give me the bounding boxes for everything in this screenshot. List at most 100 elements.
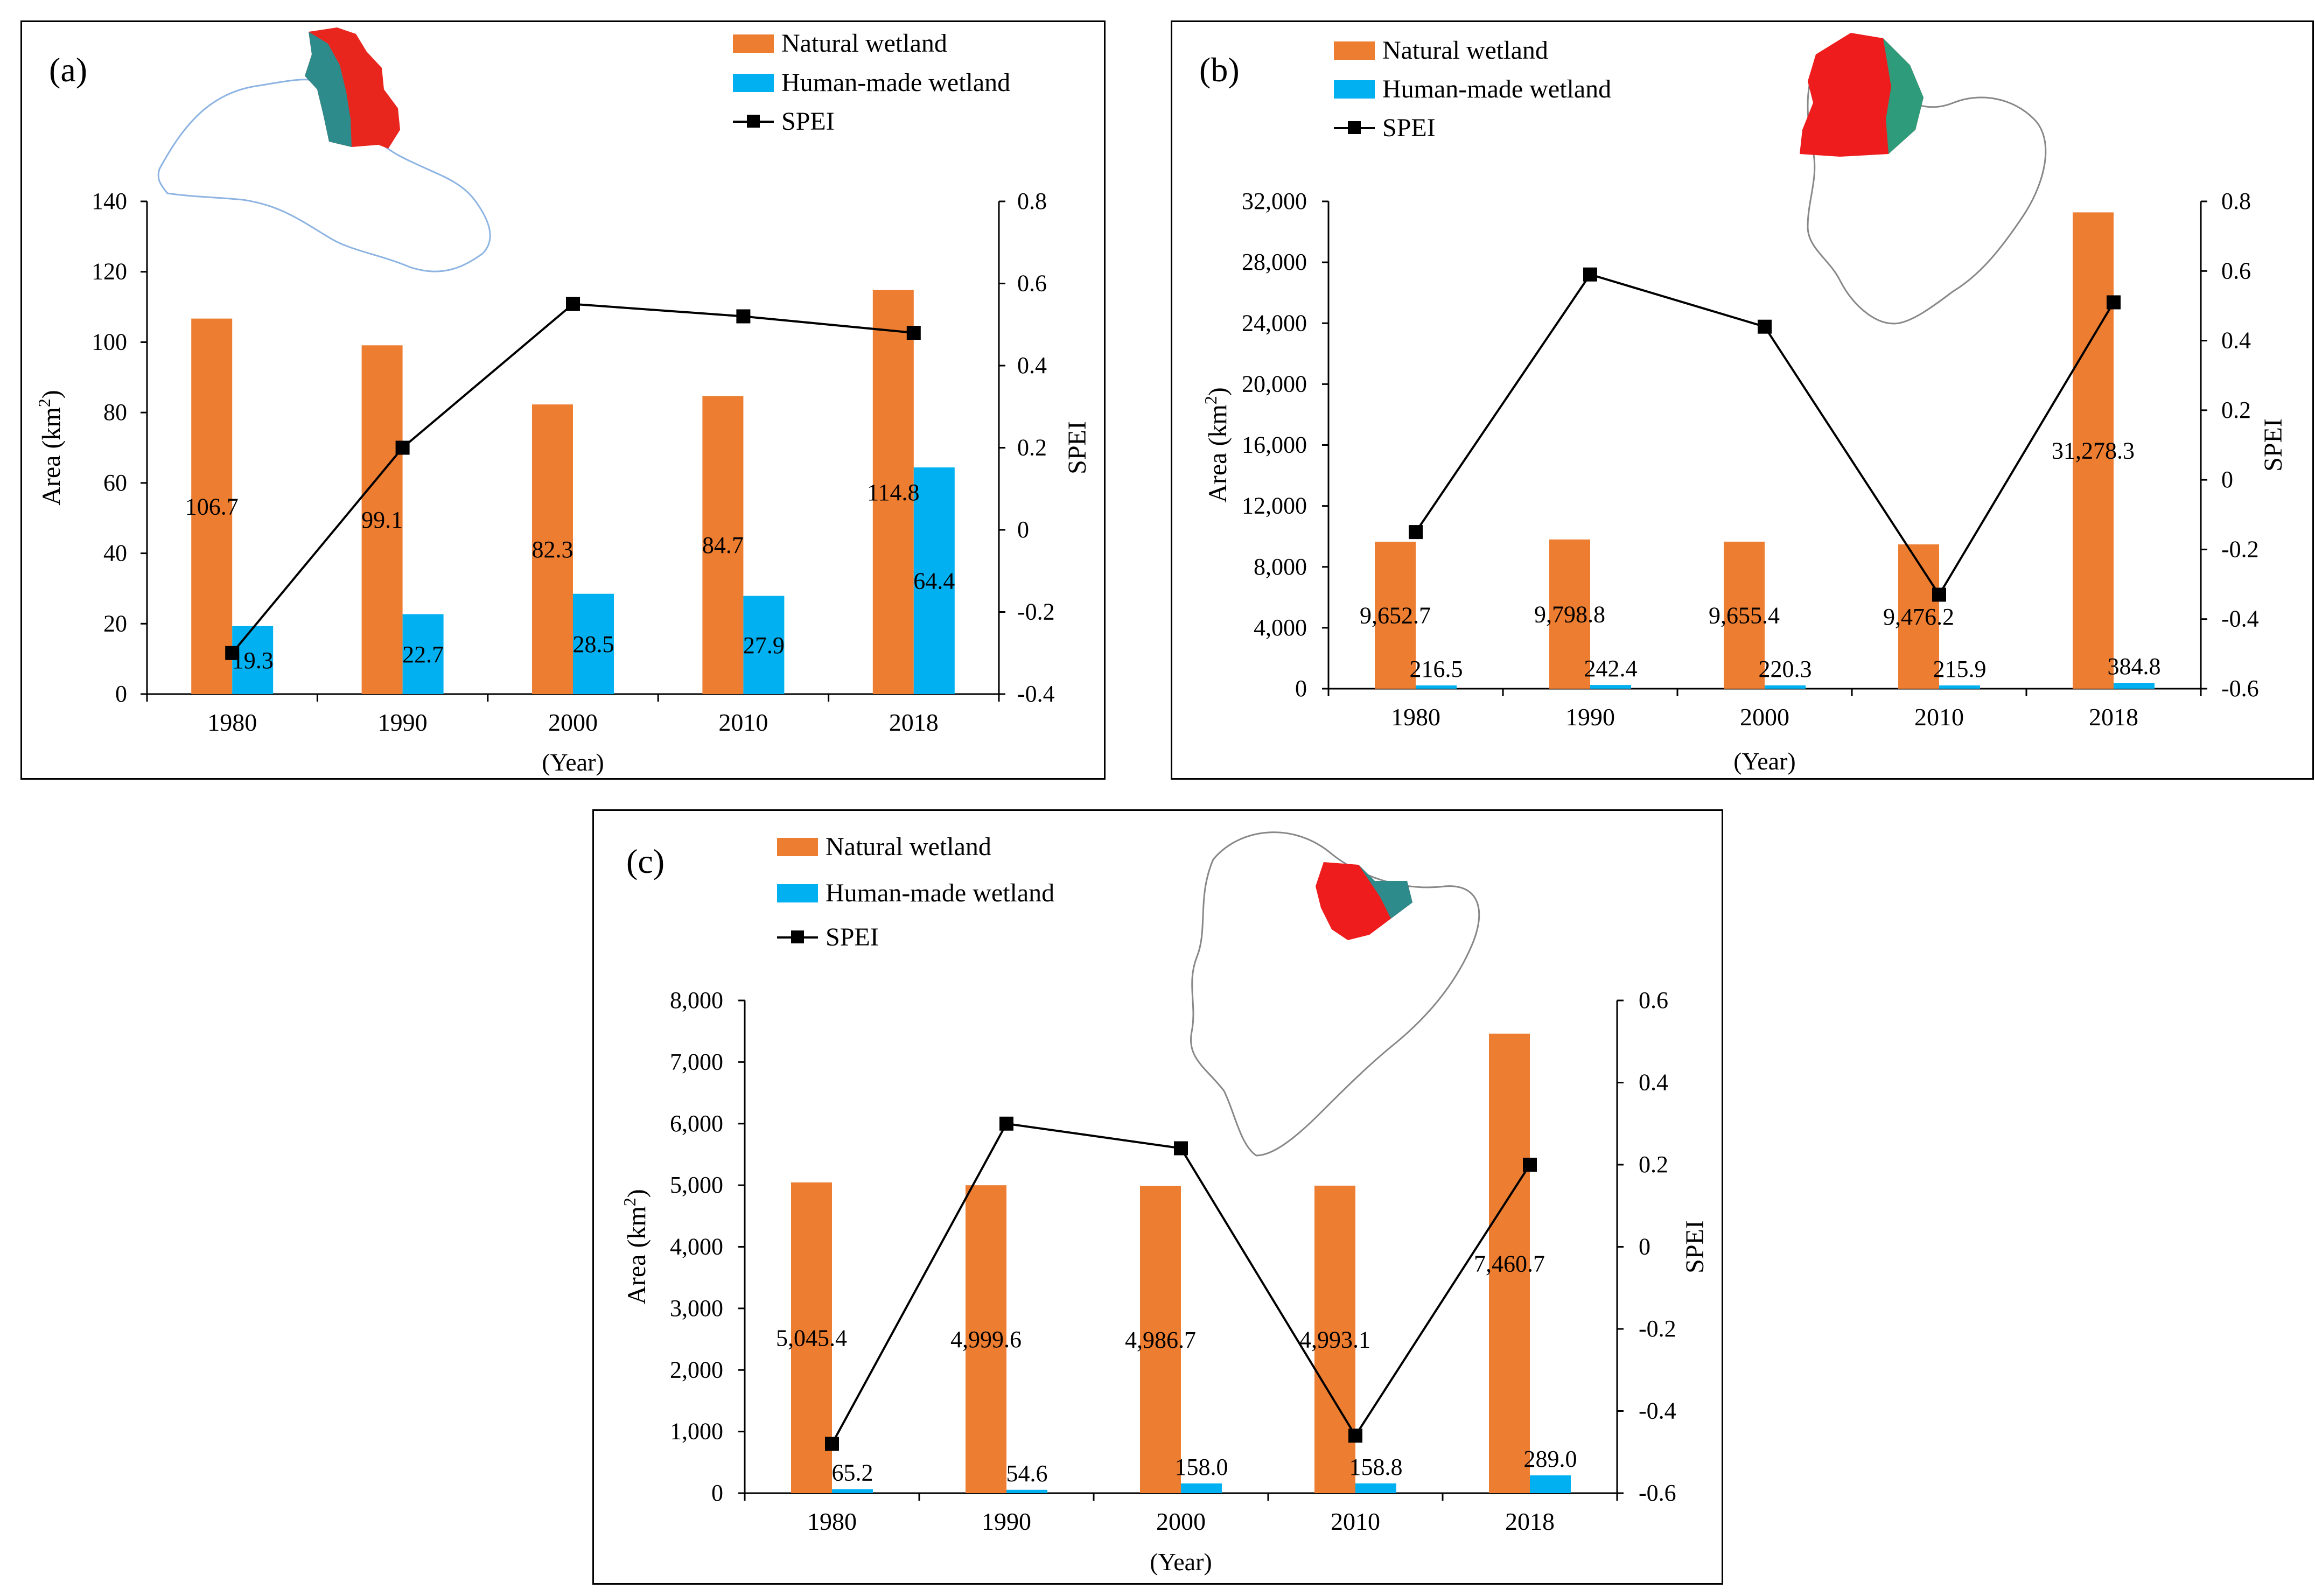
natural-wetland-data-label: 7,460.7	[1474, 1250, 1545, 1277]
y2-tick-label: -0.4	[1017, 681, 1055, 707]
legend-swatch-human	[777, 884, 818, 902]
y-axis-title-end: )	[623, 1189, 651, 1198]
x-axis-title: (Year)	[542, 748, 604, 776]
y2-tick-label: -0.2	[2221, 536, 2259, 562]
natural-wetland-data-label: 114.8	[867, 479, 919, 506]
legend-swatch-natural	[777, 838, 818, 856]
legend-swatch-spei-marker	[1348, 121, 1361, 134]
legend-label-spei: SPEI	[1382, 114, 1436, 142]
human-made-wetland-bar	[1181, 1483, 1222, 1493]
x-tick-label: 1990	[378, 709, 428, 736]
y-tick-label: 16,000	[1242, 432, 1307, 458]
legend-label-natural: Natural wetland	[1382, 36, 1548, 65]
y-tick-label: 1,000	[670, 1418, 723, 1445]
natural-wetland-bar	[872, 290, 914, 694]
y2-axis-title: SPEI	[2259, 418, 2288, 472]
legend-swatch-spei-marker	[791, 930, 804, 943]
y-axis-title-main: Area (km	[623, 1206, 651, 1305]
x-tick-label: 2018	[889, 709, 939, 736]
natural-wetland-bar	[532, 404, 573, 694]
natural-wetland-bar	[1898, 544, 1939, 689]
x-tick-label: 2018	[2089, 703, 2138, 731]
y-tick-label: 120	[92, 258, 127, 285]
spei-marker	[1583, 267, 1597, 282]
spei-marker	[225, 646, 240, 660]
human-made-wetland-data-label: 220.3	[1759, 656, 1812, 682]
human-made-wetland-bar	[743, 596, 785, 694]
human-made-wetland-data-label: 384.8	[2108, 653, 2161, 680]
chart-b-svg: (b) 0 4,000 8,000 12,000 16,000 20,000 24,000 28…	[1199, 33, 2288, 775]
legend-label-spei: SPEI	[781, 107, 835, 136]
y2-tick-label: -0.6	[1639, 1480, 1676, 1506]
natural-wetland-data-label: 82.3	[532, 536, 573, 563]
legend-swatch-human	[733, 74, 774, 92]
x-tick-label: 2010	[1331, 1508, 1380, 1535]
human-made-wetland-bar	[1590, 685, 1631, 689]
legend-label-natural: Natural wetland	[826, 832, 991, 861]
y2-tick-label: -0.4	[1639, 1398, 1676, 1424]
spei-marker	[1409, 525, 1423, 540]
human-made-wetland-bar	[1939, 685, 1980, 689]
natural-wetland-data-label: 9,655.4	[1709, 602, 1780, 628]
human-made-wetland-bar	[573, 593, 614, 694]
y-tick-label: 28,000	[1242, 249, 1307, 275]
y2-tick-label: 0.8	[2221, 188, 2251, 214]
natural-wetland-data-label: 106.7	[185, 493, 239, 520]
human-made-wetland-data-label: 215.9	[1933, 656, 1987, 682]
spei-marker	[1932, 587, 1946, 602]
y-axis-title: Area (km2)	[620, 1189, 651, 1305]
region-outline-map	[157, 79, 491, 272]
human-made-wetland-data-label: 289.0	[1524, 1446, 1577, 1472]
y-axis-title-main: Area (km	[37, 407, 66, 506]
y2-tick-label: 0.6	[2221, 257, 2251, 284]
natural-wetland-data-label: 9,652.7	[1360, 603, 1431, 629]
study-area-map-shading	[305, 32, 352, 147]
y-tick-label: 5,000	[670, 1172, 723, 1198]
y2-axis-title: SPEI	[1063, 421, 1092, 474]
y2-tick-label: 0	[2221, 466, 2233, 493]
legend-label-spei: SPEI	[826, 923, 879, 951]
y-tick-label: 2,000	[670, 1356, 723, 1383]
panel-label: (b)	[1199, 51, 1240, 89]
natural-wetland-data-label: 9,476.2	[1883, 604, 1954, 630]
y-tick-label: 140	[92, 188, 127, 214]
chart-panel-c: (c) 0 1,000 2,000 3,000 4,000 5,000 6,000 7,000 8…	[592, 809, 1723, 1585]
legend-swatch-natural	[733, 34, 774, 53]
y-tick-label: 0	[1295, 675, 1307, 702]
x-axis-title: (Year)	[1733, 747, 1795, 775]
y2-tick-label: 0.8	[1017, 188, 1047, 214]
y-tick-label: 3,000	[670, 1295, 723, 1321]
y-tick-label: 20,000	[1242, 370, 1307, 397]
human-made-wetland-bar	[913, 467, 955, 694]
y2-axis-title: SPEI	[1681, 1220, 1709, 1273]
x-tick-label: 1980	[207, 709, 257, 736]
human-made-wetland-bar	[1006, 1489, 1047, 1493]
chart-a-svg: (a) 0 20 40 60 80 100 120 140 -0.4 -0.2 0 0.2 0.4 0.6 0…	[34, 27, 1092, 776]
natural-wetland-bar	[702, 396, 744, 694]
human-made-wetland-data-label: 216.5	[1410, 656, 1463, 682]
spei-marker	[906, 326, 921, 340]
y-tick-label: 12,000	[1242, 493, 1307, 519]
y-axis-title: Area (km2)	[1201, 387, 1232, 503]
human-made-wetland-bar	[1416, 685, 1457, 689]
y-tick-label: 80	[103, 399, 127, 425]
y-axis-title-main: Area (km	[1204, 404, 1232, 503]
natural-wetland-bar	[2073, 212, 2114, 689]
x-tick-label: 2018	[1505, 1508, 1555, 1535]
human-made-wetland-data-label: 65.2	[832, 1460, 873, 1486]
natural-wetland-bar	[966, 1185, 1006, 1493]
spei-marker	[1348, 1429, 1362, 1443]
y-axis-title-superscript: 2	[1201, 396, 1220, 404]
natural-wetland-bar	[1140, 1186, 1181, 1493]
y-tick-label: 8,000	[670, 987, 723, 1013]
human-made-wetland-bar	[1530, 1475, 1571, 1493]
legend-swatch-natural	[1334, 41, 1375, 60]
spei-marker	[395, 440, 410, 455]
chart-panel-b: (b) 0 4,000 8,000 12,000 16,000 20,000 24,000 28…	[1171, 20, 2314, 780]
study-area-map-shading	[1359, 865, 1412, 919]
natural-wetland-data-label: 31,278.3	[2052, 438, 2135, 464]
y2-tick-label: 0.6	[1017, 270, 1047, 297]
legend-label-human: Human-made wetland	[826, 879, 1054, 907]
spei-marker	[2107, 295, 2121, 310]
panel-label: (c)	[626, 842, 665, 880]
